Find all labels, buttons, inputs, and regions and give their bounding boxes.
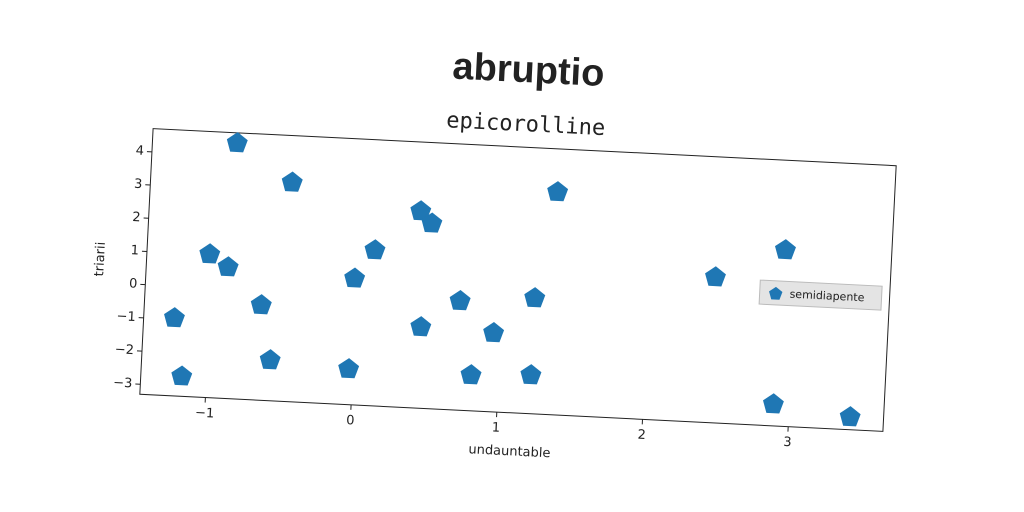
point bbox=[705, 266, 726, 287]
chart-body: abruptio epicorolline undauntable triari… bbox=[92, 46, 897, 461]
point bbox=[449, 290, 471, 311]
y-tick-label: 2 bbox=[132, 210, 141, 225]
y-tick-label: −3 bbox=[113, 375, 133, 391]
point bbox=[364, 239, 386, 260]
point bbox=[164, 307, 185, 328]
point bbox=[547, 181, 569, 202]
point bbox=[762, 393, 784, 414]
point bbox=[250, 294, 272, 315]
y-tick-label: 1 bbox=[130, 243, 139, 258]
x-tick-label: 0 bbox=[346, 413, 355, 428]
point bbox=[410, 200, 432, 221]
point bbox=[338, 358, 360, 379]
point bbox=[281, 171, 303, 192]
x-tick-label: 2 bbox=[637, 428, 646, 443]
plot-frame bbox=[139, 128, 897, 432]
point bbox=[259, 349, 281, 370]
y-tick-label: −2 bbox=[114, 342, 134, 358]
x-tick-label: −1 bbox=[195, 406, 215, 422]
point bbox=[410, 316, 432, 337]
point bbox=[524, 287, 546, 308]
point bbox=[226, 132, 248, 153]
y-axis-label: triarii bbox=[92, 241, 109, 276]
point bbox=[460, 364, 482, 385]
legend-marker bbox=[769, 286, 783, 300]
point bbox=[839, 406, 861, 427]
point bbox=[775, 239, 796, 260]
legend-label: semidiapente bbox=[789, 288, 865, 305]
point bbox=[344, 267, 366, 288]
y-tick-label: 4 bbox=[135, 144, 144, 159]
x-axis-label: undauntable bbox=[468, 442, 551, 461]
point bbox=[199, 243, 221, 264]
y-tick-label: −1 bbox=[116, 309, 136, 325]
point bbox=[421, 212, 443, 233]
point bbox=[520, 364, 542, 385]
x-tick-label: 1 bbox=[491, 420, 500, 435]
point bbox=[217, 256, 239, 277]
x-tick-label: 3 bbox=[783, 435, 792, 450]
point bbox=[483, 322, 505, 343]
legend-box bbox=[758, 279, 883, 311]
point bbox=[171, 365, 193, 386]
chart-title: abruptio bbox=[452, 46, 606, 96]
chart-subtitle: epicorolline bbox=[446, 108, 606, 141]
y-tick-label: 3 bbox=[134, 177, 143, 192]
y-tick-label: 0 bbox=[129, 276, 138, 291]
